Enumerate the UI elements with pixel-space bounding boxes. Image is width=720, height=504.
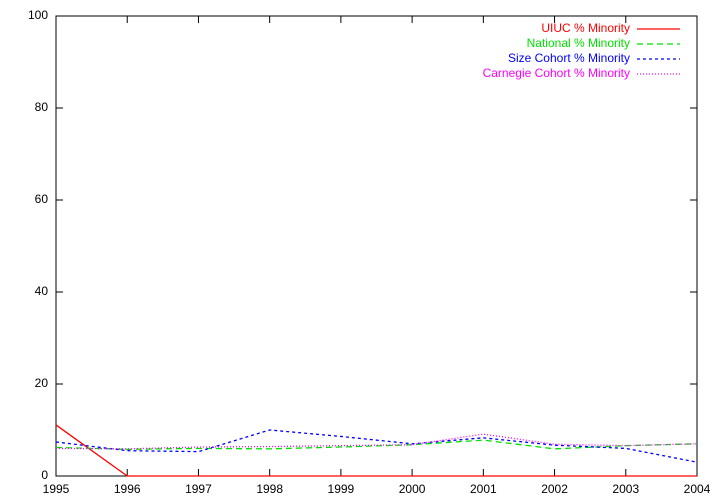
x-tick-label: 2003 bbox=[612, 482, 639, 496]
legend-label: National % Minority bbox=[527, 36, 630, 50]
x-tick-label: 1995 bbox=[43, 482, 70, 496]
series-line bbox=[55, 439, 698, 450]
plot-frame bbox=[55, 15, 698, 477]
y-tick-label: 0 bbox=[41, 468, 48, 482]
legend-label: Size Cohort % Minority bbox=[508, 51, 630, 65]
x-tick-label: 1998 bbox=[256, 482, 283, 496]
y-tick-label: 100 bbox=[28, 8, 48, 22]
y-tick-label: 80 bbox=[35, 100, 49, 114]
y-tick-label: 60 bbox=[35, 192, 49, 206]
x-tick-label: 2001 bbox=[470, 482, 497, 496]
x-tick-label: 1997 bbox=[185, 482, 212, 496]
x-tick-label: 1999 bbox=[328, 482, 355, 496]
y-tick-label: 20 bbox=[35, 376, 49, 390]
x-tick-label: 2000 bbox=[399, 482, 426, 496]
x-tick-label: 2002 bbox=[541, 482, 568, 496]
legend-label: UIUC % Minority bbox=[541, 21, 630, 35]
legend-label: Carnegie Cohort % Minority bbox=[483, 66, 630, 80]
x-tick-label: 1996 bbox=[114, 482, 141, 496]
series-line bbox=[55, 429, 698, 463]
series-line bbox=[55, 424, 697, 477]
x-tick-label: 2004 bbox=[684, 482, 711, 496]
y-tick-label: 40 bbox=[35, 284, 49, 298]
